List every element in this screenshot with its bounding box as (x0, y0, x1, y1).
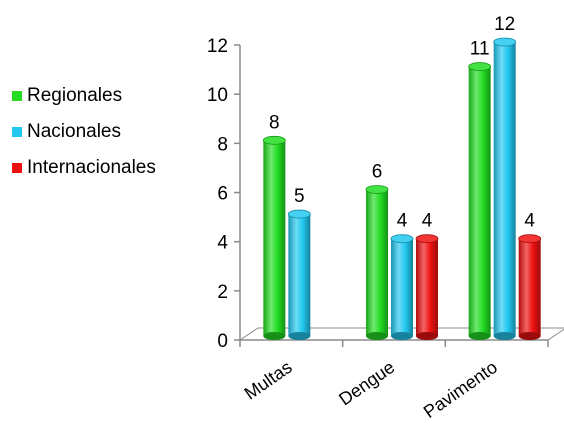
bar-top (390, 234, 414, 244)
bar-top (415, 234, 439, 244)
bar-base (493, 332, 516, 340)
data-label: 4 (422, 211, 433, 232)
bar-base (468, 332, 491, 340)
bar (263, 140, 286, 336)
legend-label-nacionales: Nacionales (27, 121, 121, 142)
data-label: 11 (470, 39, 490, 60)
legend: Regionales Nacionales Internacionales (12, 78, 156, 186)
legend-label-internacionales: Internacionales (27, 157, 156, 178)
bar (518, 238, 541, 336)
x-tick-label: Pavimento (420, 357, 501, 422)
y-tick-label: 0 (217, 331, 228, 352)
legend-label-regionales: Regionales (27, 85, 123, 106)
bar-top (468, 62, 492, 71)
bar-top (518, 234, 542, 244)
y-tick-label: 12 (207, 36, 228, 57)
y-tick-label: 4 (217, 233, 228, 254)
bar (391, 238, 413, 336)
legend-item-internacionales: Internacionales (12, 150, 156, 186)
bar-top (365, 185, 389, 194)
legend-swatch-internacionales (12, 163, 22, 173)
bar (416, 238, 438, 336)
y-tick-label: 8 (217, 134, 228, 155)
bar-base (263, 332, 286, 340)
x-tick-label: Multas (241, 357, 296, 404)
data-label: 12 (494, 14, 515, 35)
legend-item-nacionales: Nacionales (12, 114, 156, 150)
legend-swatch-nacionales (12, 127, 22, 137)
bar-top (493, 37, 517, 47)
legend-item-regionales: Regionales (12, 78, 156, 114)
data-label: 5 (294, 186, 305, 207)
bar (468, 66, 491, 336)
data-label: 8 (269, 112, 280, 133)
bar-base (416, 332, 438, 340)
data-label: 6 (372, 162, 383, 183)
bar-base (518, 332, 541, 340)
x-tick-label: Dengue (335, 357, 398, 410)
bar-base (288, 332, 311, 340)
legend-swatch-regionales (12, 91, 22, 101)
bar (493, 42, 516, 336)
bar-base (391, 332, 413, 340)
bar-top (262, 135, 286, 145)
bar (366, 189, 388, 336)
data-label: 4 (397, 211, 408, 232)
y-tick-label: 10 (207, 85, 228, 106)
bar-top (287, 209, 311, 219)
data-label: 4 (524, 211, 535, 232)
bar-base (366, 332, 388, 340)
y-tick-label: 6 (217, 184, 228, 205)
bar (288, 214, 311, 336)
y-tick-label: 2 (217, 282, 228, 303)
